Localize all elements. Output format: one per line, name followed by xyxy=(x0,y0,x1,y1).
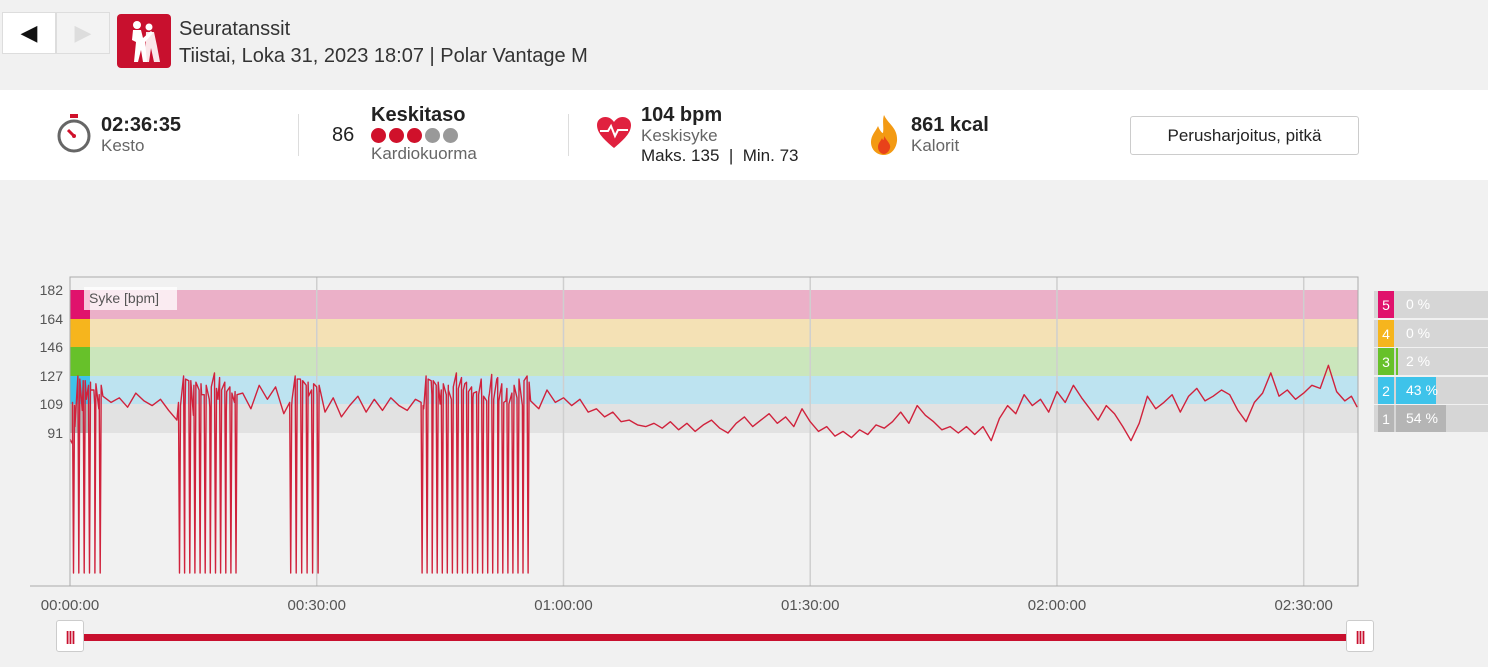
zone-number: 1 xyxy=(1378,405,1394,432)
y-tick-label: 91 xyxy=(47,425,63,441)
cardio-load-level: Keskitaso xyxy=(371,104,466,126)
zone-band-5 xyxy=(70,290,1358,319)
cardio-load-dot xyxy=(389,128,404,143)
zone-percent: 0 % xyxy=(1406,325,1431,341)
zone-number: 5 xyxy=(1378,291,1394,318)
x-tick-label: 02:30:00 xyxy=(1274,597,1333,614)
x-tick-label: 01:30:00 xyxy=(781,597,840,614)
hr-average-label: Keskisyke xyxy=(641,126,718,145)
x-tick-label: 02:00:00 xyxy=(1027,597,1087,614)
flame-icon xyxy=(871,115,898,155)
activity-subtitle: Tiistai, Loka 31, 2023 18:07 | Polar Van… xyxy=(179,45,588,67)
left-arrow-icon: ◀ xyxy=(20,20,38,45)
x-tick-label: 01:00:00 xyxy=(534,597,593,614)
series-label-box xyxy=(84,287,177,310)
zone-band-3 xyxy=(70,347,1358,376)
zone-percent-bar xyxy=(1396,377,1436,404)
zone-legend-row-1: 1 54 % xyxy=(1374,405,1488,432)
hr-average-value: 104 bpm xyxy=(641,104,723,126)
cardio-load-dots xyxy=(371,128,531,143)
heart-rate-chart: 182 164 146 127 109 91 Syke [bpm] xyxy=(30,276,1359,587)
y-tick-label: 146 xyxy=(40,339,64,355)
x-tick-label: 00:00:00 xyxy=(40,597,100,614)
zone-number: 3 xyxy=(1378,348,1394,375)
zone-percent: 54 % xyxy=(1406,410,1438,426)
chart-frame xyxy=(69,276,1359,587)
y-tick-label: 127 xyxy=(40,368,64,384)
cardio-load-dot xyxy=(425,128,440,143)
cardio-load-dot xyxy=(443,128,458,143)
zone-percent-bar xyxy=(1396,405,1446,432)
divider xyxy=(568,114,569,156)
zone-legend-row-2: 2 43 % xyxy=(1374,377,1488,404)
divider xyxy=(298,114,299,156)
nav-buttons: ◀ ▶ xyxy=(2,12,110,54)
range-end-handle[interactable]: ||| xyxy=(1346,620,1374,652)
right-arrow-icon: ▶ xyxy=(74,20,92,45)
zone-marker-3 xyxy=(70,347,90,376)
dancing-sport-icon xyxy=(117,14,171,68)
range-start-handle[interactable]: ||| xyxy=(56,620,84,652)
previous-button[interactable]: ◀ xyxy=(2,12,56,54)
cardio-load-label: Kardiokuorma xyxy=(371,144,477,163)
stopwatch-icon xyxy=(57,114,91,153)
zone-legend-row-3: 3 2 % xyxy=(1374,348,1488,375)
sport-name: Seuratanssit xyxy=(179,18,291,40)
y-tick-label: 164 xyxy=(40,311,64,327)
series-label: Syke [bpm] xyxy=(89,290,159,306)
activity-title: Seuratanssit Tiistai, Loka 31, 2023 18:0… xyxy=(179,16,588,70)
summary-bar: 02:36:35 Kesto 86 Keskitaso Kardiokuorma… xyxy=(0,90,1488,180)
zone-percent: 0 % xyxy=(1406,296,1431,312)
zone-percent: 2 % xyxy=(1406,353,1431,369)
zone-percent-bar xyxy=(1396,348,1398,375)
y-axis-labels: 182 164 146 127 109 91 xyxy=(40,282,64,441)
training-benefit-button[interactable]: Perusharjoitus, pitkä xyxy=(1130,116,1359,155)
calories-value: 861 kcal xyxy=(911,114,989,136)
zone-band-2 xyxy=(70,376,1358,404)
hr-max-min: Maks. 135 | Min. 73 xyxy=(641,146,799,165)
hr-series-line xyxy=(69,364,1358,574)
y-tick-label: 182 xyxy=(40,282,64,298)
duration-value: 02:36:35 xyxy=(101,114,182,136)
next-button[interactable]: ▶ xyxy=(56,12,110,54)
cardio-load-dot xyxy=(407,128,422,143)
hr-zone-bands xyxy=(70,290,1358,433)
y-tick-label: 109 xyxy=(40,396,64,412)
zone-legend-row-4: 4 0 % xyxy=(1374,320,1488,347)
zone-number: 4 xyxy=(1378,320,1394,347)
zone-band-1 xyxy=(70,404,1358,433)
cardio-load-dot xyxy=(371,128,386,143)
calories-label: Kalorit xyxy=(911,136,960,155)
hr-line xyxy=(69,364,1358,574)
zone-percent: 43 % xyxy=(1406,382,1438,398)
x-tick-label: 00:30:00 xyxy=(287,597,346,614)
zone-marker-4 xyxy=(70,319,90,347)
time-range-slider[interactable] xyxy=(70,634,1360,641)
cardio-load-value: 86 xyxy=(332,124,355,146)
zone-number: 2 xyxy=(1378,377,1394,404)
heart-icon xyxy=(597,117,631,148)
zone-legend-row-5: 5 0 % xyxy=(1374,291,1488,318)
duration-label: Kesto xyxy=(101,136,145,155)
zone-band-4 xyxy=(70,319,1358,347)
